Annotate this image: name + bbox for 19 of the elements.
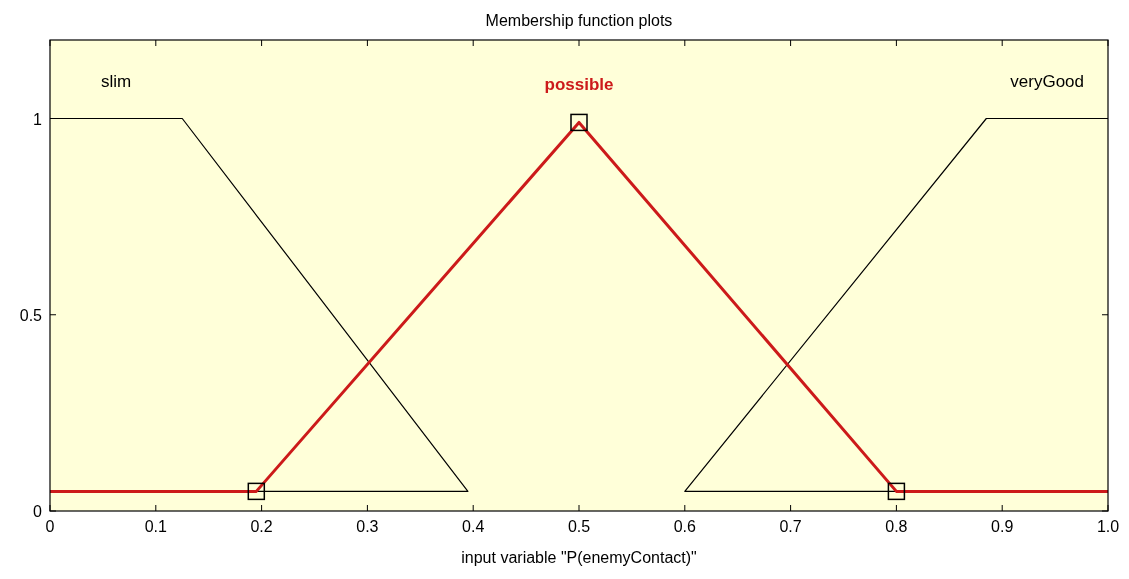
x-tick-label: 0.4 [462, 518, 485, 535]
chart-title: Membership function plots [485, 12, 673, 29]
y-tick-label: 0.5 [19, 306, 43, 324]
x-tick-label: 0.5 [567, 518, 591, 535]
x-tick-label: 1.0 [1096, 518, 1120, 535]
y-tick-label: 1 [33, 110, 43, 128]
series-label: slim [101, 71, 132, 91]
series-label: veryGood [1010, 71, 1085, 91]
text: possible [544, 75, 614, 95]
y-tick-label: 0 [33, 503, 43, 520]
x-tick-label: 0.6 [673, 518, 697, 535]
x-axis-title: input variable "P(enemyContact)" [461, 549, 697, 566]
x-tick-label: 0.1 [144, 518, 168, 535]
x-tick-label: 0.3 [356, 518, 379, 535]
x-tick-label: 0.2 [250, 518, 273, 535]
x-tick-label: 0.9 [991, 518, 1014, 535]
x-tick-label: 0 [45, 518, 55, 535]
x-tick-label: 0.7 [779, 518, 802, 535]
x-tick-label: 0.8 [885, 518, 908, 535]
